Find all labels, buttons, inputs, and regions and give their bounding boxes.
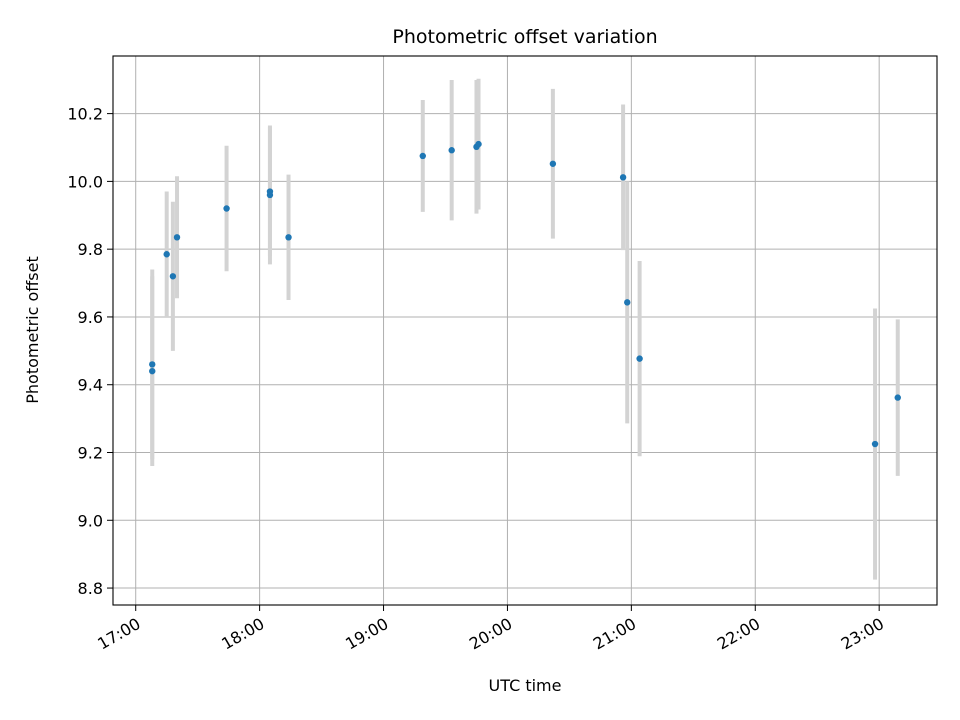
y-tick-label: 9.2	[78, 444, 103, 463]
data-point	[163, 251, 170, 258]
y-axis-label: Photometric offset	[23, 256, 42, 404]
data-point	[894, 394, 901, 401]
data-point	[624, 299, 631, 306]
y-tick-label: 10.0	[67, 172, 103, 191]
data-point	[266, 191, 274, 199]
data-point	[285, 234, 292, 241]
y-tick-label: 9.6	[78, 308, 103, 327]
data-point	[871, 440, 879, 448]
data-point	[173, 234, 181, 241]
y-tick-label: 9.8	[78, 240, 103, 259]
data-point	[448, 147, 455, 154]
data-point	[419, 152, 426, 160]
chart-title: Photometric offset variation	[392, 26, 657, 48]
data-point	[475, 140, 482, 148]
data-points	[149, 140, 901, 448]
data-point	[149, 361, 156, 368]
grid-lines	[113, 56, 937, 605]
data-point	[549, 160, 557, 167]
data-point	[223, 205, 230, 212]
data-point	[619, 174, 627, 181]
x-axis-label: UTC time	[489, 676, 562, 695]
y-tick-label: 10.2	[67, 105, 103, 124]
y-tick-label: 9.0	[78, 511, 103, 530]
y-tick-label: 9.4	[78, 376, 103, 395]
data-point	[636, 355, 643, 362]
data-point	[169, 273, 177, 280]
data-point	[149, 367, 156, 375]
y-tick-label: 8.8	[78, 579, 103, 598]
plot-frame	[112, 55, 938, 606]
